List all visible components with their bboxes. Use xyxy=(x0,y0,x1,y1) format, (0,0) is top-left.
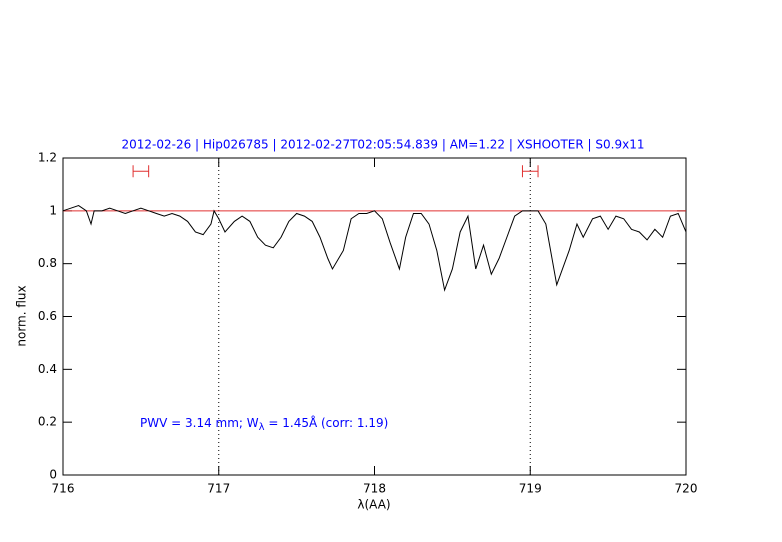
y-tick-label: 0.2 xyxy=(38,415,57,429)
y-tick-label: 1.2 xyxy=(38,151,57,165)
x-tick-label: 717 xyxy=(207,482,230,496)
spectrum-line xyxy=(62,204,687,292)
y-tick-label: 0.4 xyxy=(38,362,57,376)
x-axis-label: λ(AA) xyxy=(357,498,390,512)
y-tick-label: 0.8 xyxy=(38,256,57,270)
y-axis-label: norm. flux xyxy=(15,285,29,346)
x-tick-label: 720 xyxy=(675,482,698,496)
y-tick-label: 1 xyxy=(49,203,57,217)
range-marker xyxy=(132,165,150,178)
annotation-text: PWV = 3.14 mm; W xyxy=(140,416,259,430)
chart-title: 2012-02-26 | Hip026785 | 2012-02-27T02:0… xyxy=(122,138,645,152)
x-tick-label: 718 xyxy=(363,482,386,496)
annotation-subscript: λ xyxy=(259,422,265,433)
x-tick-label: 716 xyxy=(52,482,75,496)
range-marker xyxy=(521,165,539,178)
y-tick-label: 0 xyxy=(49,468,57,482)
x-tick-label: 719 xyxy=(519,482,542,496)
annotation-text: = 1.45Å (corr: 1.19) xyxy=(265,415,389,430)
y-tick-label: 0.6 xyxy=(38,309,57,323)
annotation: PWV = 3.14 mm; Wλ = 1.45Å (corr: 1.19) xyxy=(140,415,388,434)
